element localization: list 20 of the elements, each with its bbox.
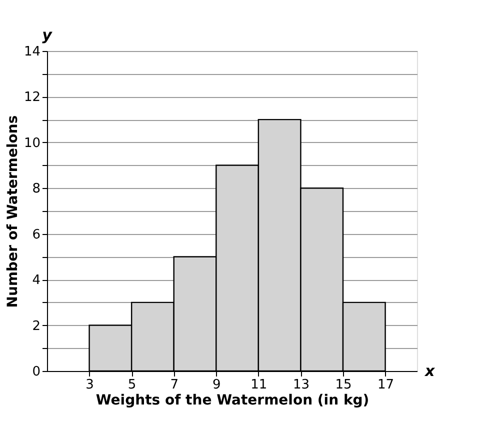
- x-tick-label: 7: [170, 378, 178, 392]
- x-axis-title: Weights of the Watermelon (in kg): [96, 392, 370, 408]
- y-tick-label: 0: [32, 364, 40, 380]
- x-tick-label: 5: [128, 378, 136, 392]
- y-tick-label: 2: [32, 318, 40, 334]
- y-tick-label: 4: [32, 273, 40, 288]
- text: y: [42, 26, 54, 44]
- x-tick-label: 13: [292, 378, 310, 392]
- x-tick-label: 15: [335, 378, 352, 392]
- y-tick-label: 12: [24, 90, 40, 106]
- x-tick-label: 17: [378, 378, 394, 392]
- y-tick-label: 10: [24, 136, 40, 151]
- x-tick-label: 11: [250, 378, 268, 392]
- y-tick-label: 8: [32, 182, 40, 197]
- x-tick-label: 3: [86, 378, 94, 392]
- x-tick-label: 9: [212, 378, 221, 392]
- y-tick-label: 14: [24, 44, 40, 60]
- y-axis-title: Number of Watermelons: [4, 115, 21, 308]
- text: x: [424, 362, 436, 380]
- y-tick-label: 6: [32, 227, 40, 242]
